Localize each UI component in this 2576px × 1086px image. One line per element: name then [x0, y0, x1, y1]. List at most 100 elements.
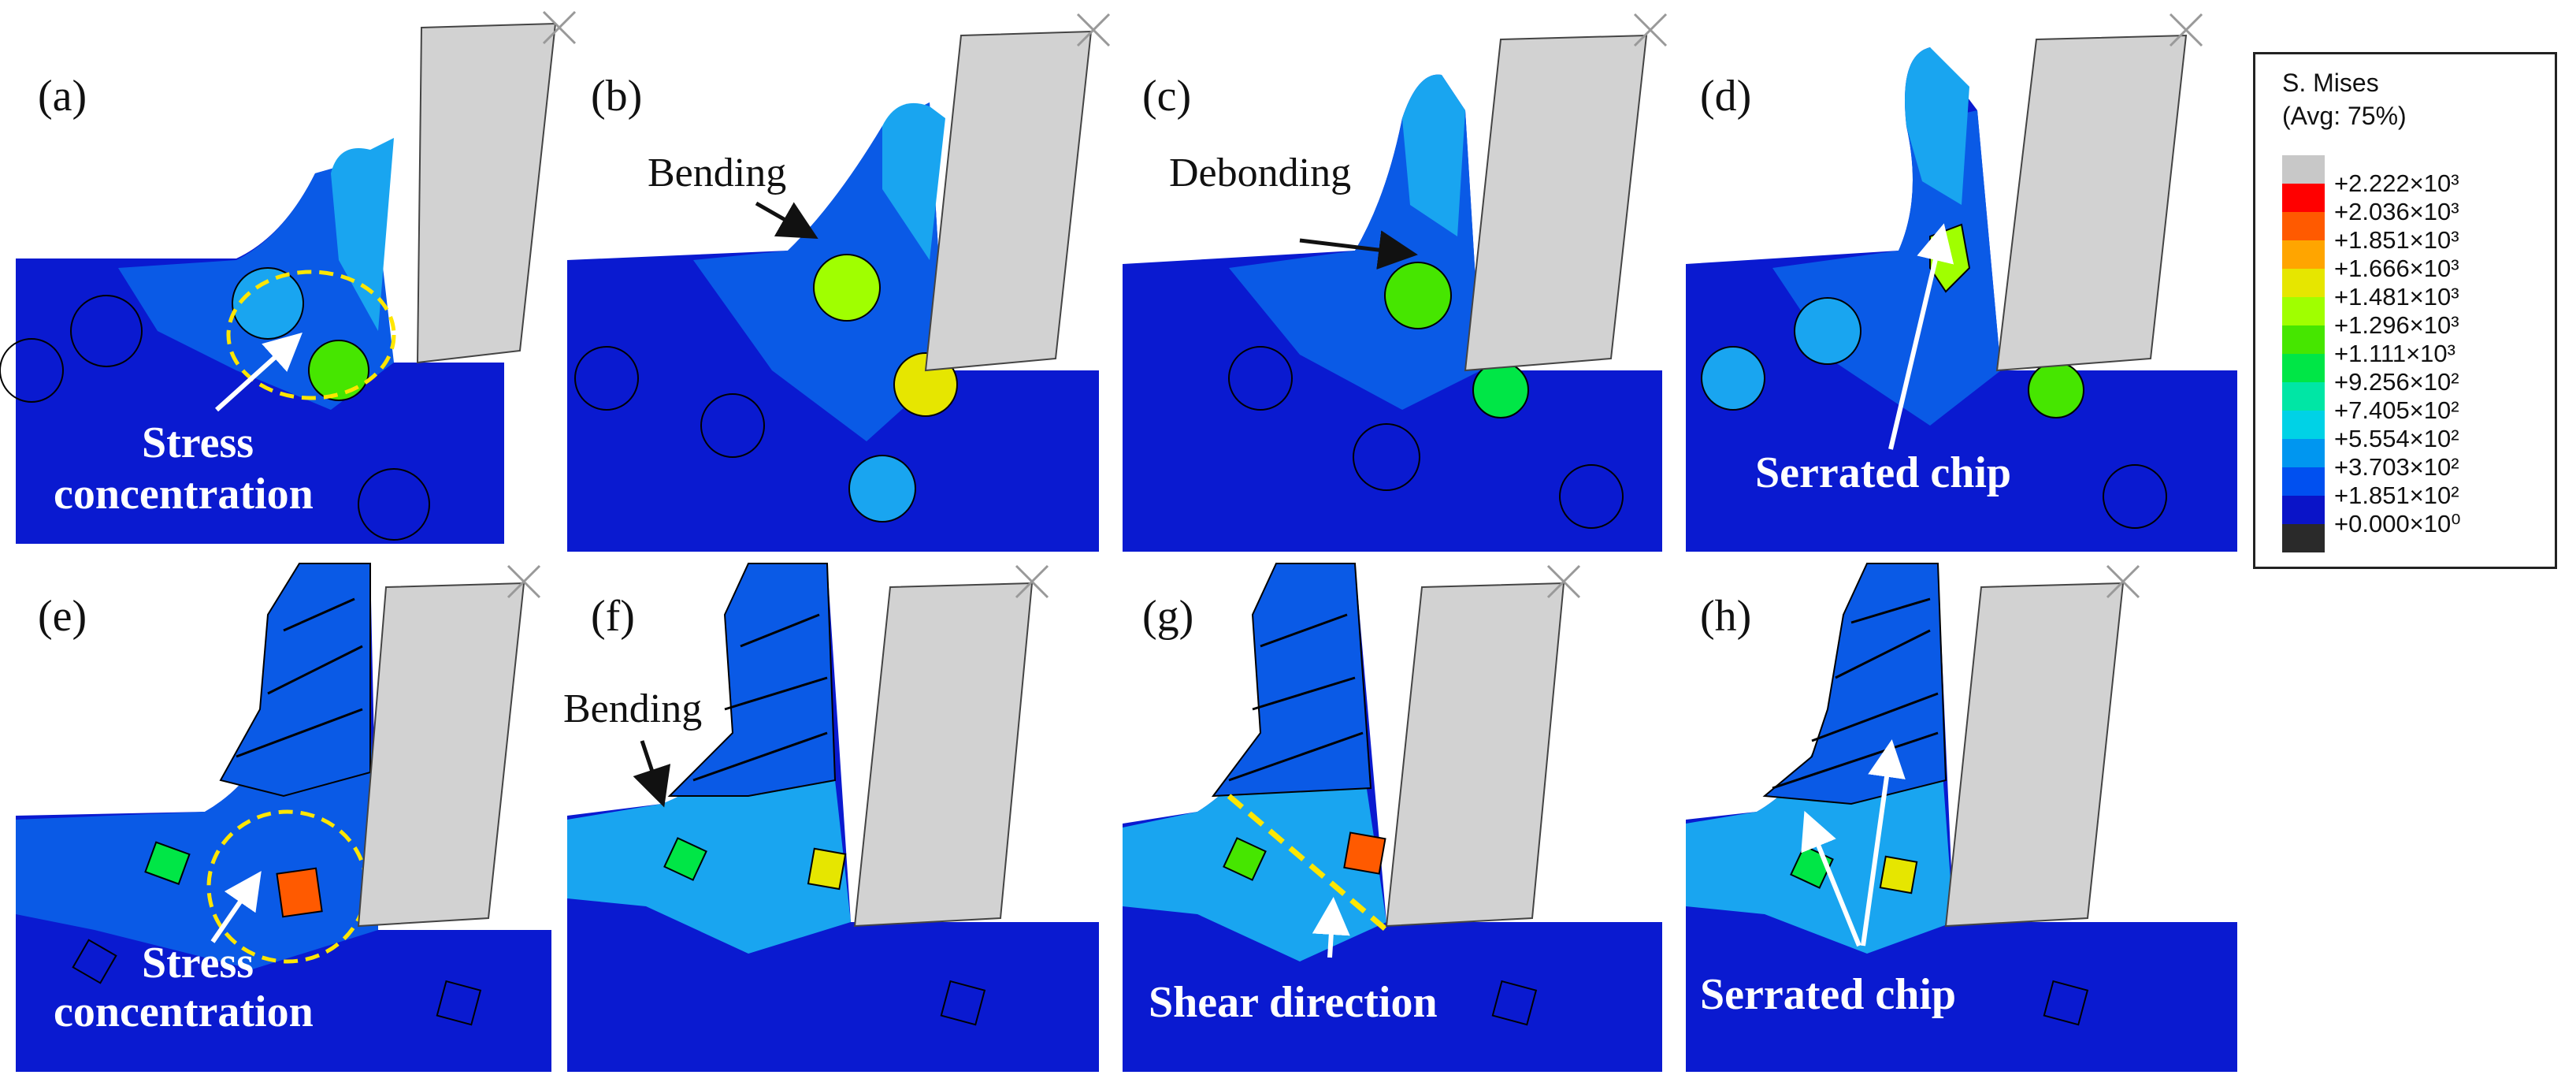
tool-corner-mark: [1546, 564, 1581, 599]
panel-label-e: (e): [38, 592, 87, 641]
annotation-arrow: [1888, 223, 1954, 450]
annotation-arrow: [1801, 810, 1861, 947]
chip-crack: [1228, 613, 1364, 782]
particle: [1559, 464, 1624, 529]
legend-swatch: [2282, 155, 2325, 184]
particle: [358, 468, 430, 541]
panel-label-c: (c): [1142, 72, 1191, 121]
legend-swatch: [2282, 439, 2325, 467]
chip: [882, 102, 945, 260]
chip: [331, 138, 394, 331]
legend-value: +3.703×10²: [2334, 453, 2459, 481]
annotation-arrow: [633, 740, 671, 808]
particle: [813, 254, 881, 322]
annotation-stress-line1-a: Stress: [142, 418, 254, 467]
tool-corner-mark: [507, 564, 541, 599]
particle: [1343, 831, 1386, 875]
particle: [232, 267, 304, 340]
tool-corner-mark: [2169, 13, 2203, 47]
legend-swatch: [2282, 184, 2325, 212]
annotation-stress-line1-e: Stress: [142, 939, 254, 987]
legend-swatch: [2282, 240, 2325, 269]
legend-value: +1.481×10³: [2334, 283, 2459, 311]
legend-value: +7.405×10²: [2334, 396, 2459, 424]
chip-crack: [692, 613, 828, 782]
particle: [144, 841, 191, 885]
legend-value: +9.256×10²: [2334, 368, 2459, 396]
cutting-tool: [924, 30, 1093, 372]
annotation-serrated-h: Serrated chip: [1700, 970, 1956, 1019]
legend-swatch: [2282, 382, 2325, 411]
legend-swatch: [2282, 411, 2325, 439]
particle: [2103, 464, 2167, 529]
stress-legend: S. Mises (Avg: 75%) +2.222×10³ +2.036×10³…: [2253, 52, 2557, 569]
annotation-stress-line2-a: concentration: [54, 470, 314, 519]
legend-value: +0.000×10⁰: [2334, 510, 2461, 537]
panel-g: [1123, 563, 1662, 1072]
particle: [1879, 855, 1918, 894]
particle: [308, 340, 369, 401]
annotation-bending-f: Bending: [563, 686, 702, 731]
panel-label-a: (a): [38, 72, 87, 121]
annotation-arrow: [755, 201, 818, 239]
panel-c: [1123, 13, 1668, 552]
particle: [574, 346, 639, 411]
cutting-tool: [1385, 582, 1565, 928]
legend-swatch: [2282, 269, 2325, 297]
panel-e: [16, 563, 551, 1072]
legend-swatch: [2282, 524, 2325, 552]
particle: [1794, 297, 1861, 365]
workpiece: [1686, 563, 2237, 1072]
particle: [1491, 980, 1538, 1026]
panel-label-d: (d): [1700, 72, 1751, 121]
legend-swatch: [2282, 354, 2325, 382]
particle: [276, 867, 323, 918]
panel-f: [567, 563, 1099, 1072]
legend-subtitle: (Avg: 75%): [2282, 102, 2407, 130]
stress-highlight-ellipse: [226, 270, 396, 400]
legend-swatch: [2282, 467, 2325, 496]
annotation-arrow: [1312, 897, 1350, 958]
panel-label-h: (h): [1700, 592, 1751, 641]
annotation-arrow: [214, 332, 303, 412]
cutting-tool: [416, 22, 557, 364]
annotation-stress-line2-e: concentration: [54, 987, 314, 1036]
legend-value: +2.036×10³: [2334, 198, 2459, 225]
cutting-tool: [853, 582, 1034, 928]
legend-value: +1.666×10³: [2334, 255, 2459, 282]
particle: [940, 980, 986, 1026]
particle: [1353, 423, 1420, 491]
legend-title: S. Mises: [2282, 69, 2379, 97]
shear-direction-line: [1227, 794, 1389, 932]
particle: [848, 455, 916, 523]
panel-h: [1686, 563, 2237, 1072]
particle: [1384, 262, 1452, 329]
legend-swatch: [2282, 297, 2325, 325]
tool-corner-mark: [1015, 564, 1049, 599]
annotation-bending-b: Bending: [648, 151, 786, 195]
panel-a: [0, 10, 577, 544]
particle: [1223, 837, 1267, 881]
cutting-tool: [1995, 34, 2188, 372]
workpiece: [1123, 563, 1662, 1072]
legend-value: +2.222×10³: [2334, 169, 2459, 197]
particle: [663, 837, 707, 881]
tool-corner-mark: [1076, 13, 1111, 47]
particle: [70, 295, 143, 367]
chip: [1762, 563, 1947, 805]
annotation-serrated-d: Serrated chip: [1755, 448, 2011, 497]
particle: [700, 393, 765, 458]
annotation-shear-g: Shear direction: [1149, 978, 1438, 1027]
particle: [72, 939, 117, 984]
chip-crack: [236, 597, 363, 758]
tool-corner-mark: [542, 10, 577, 45]
tool-corner-mark: [2106, 564, 2140, 599]
cutting-tool: [357, 582, 525, 928]
annotation-arrow: [1861, 739, 1906, 947]
legend-value: +1.111×10³: [2334, 340, 2455, 367]
particle: [1472, 362, 1529, 418]
panel-label-f: (f): [591, 592, 635, 641]
legend-value: +5.554×10²: [2334, 425, 2459, 452]
legend-swatch: [2282, 496, 2325, 524]
chip: [667, 563, 837, 797]
